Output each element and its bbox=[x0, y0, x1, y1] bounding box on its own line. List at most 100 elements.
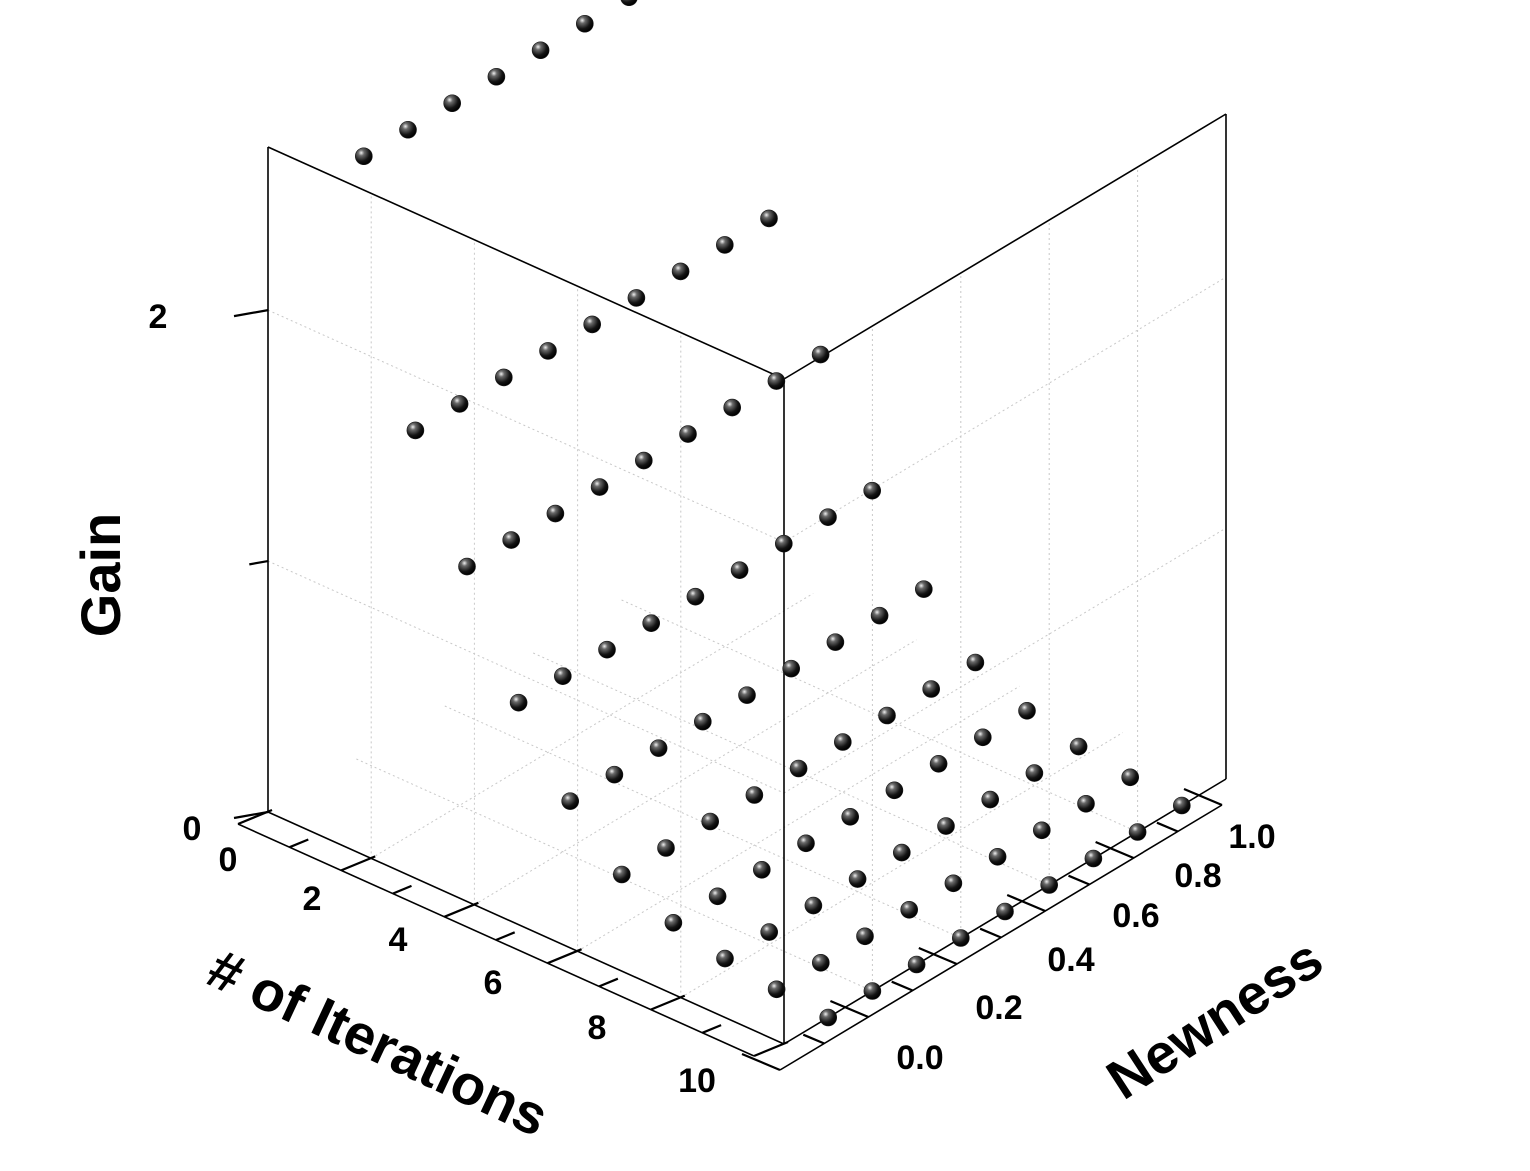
data-point bbox=[575, 14, 594, 33]
top-left-edge bbox=[267, 146, 785, 380]
data-point bbox=[1033, 821, 1051, 840]
z-axis-title: Gain bbox=[69, 513, 132, 637]
z-tick-label: 2 bbox=[149, 298, 168, 336]
data-point bbox=[664, 914, 683, 932]
data-point bbox=[561, 792, 580, 810]
y-tick-label: 0.2 bbox=[975, 989, 1022, 1027]
floor-grid-line bbox=[370, 592, 814, 859]
axis-ticks bbox=[233, 309, 1223, 1072]
top-right-edge bbox=[783, 113, 1227, 380]
floor-grid-line bbox=[474, 639, 917, 906]
floor-grid-line bbox=[621, 599, 1138, 833]
x-tick-label: 8 bbox=[588, 1009, 607, 1047]
data-point bbox=[634, 451, 653, 470]
data-point bbox=[1025, 764, 1044, 782]
x-tick bbox=[495, 931, 516, 942]
data-point bbox=[863, 982, 882, 1000]
data-point bbox=[900, 900, 919, 919]
data-point bbox=[627, 289, 646, 307]
data-point bbox=[819, 1008, 838, 1027]
x-tick-label: 6 bbox=[484, 964, 503, 1002]
y-axis-title: Newness bbox=[1095, 926, 1333, 1111]
data-point bbox=[966, 653, 985, 672]
y-tick bbox=[1006, 893, 1046, 913]
data-point bbox=[1173, 796, 1191, 815]
x-tick bbox=[547, 948, 583, 965]
floor-grid-line bbox=[680, 732, 1124, 999]
z-tick bbox=[233, 810, 269, 820]
y-tick-labels: 0.0 0.2 0.4 0.6 0.8 1.0 bbox=[896, 818, 1275, 1077]
data-point bbox=[590, 478, 609, 496]
data-point bbox=[738, 686, 756, 704]
x-tick bbox=[701, 1024, 722, 1034]
x-tick bbox=[443, 901, 479, 918]
x-tick-label: 10 bbox=[678, 1062, 716, 1100]
floor-grid-line bbox=[577, 685, 1020, 952]
data-point bbox=[922, 680, 941, 698]
y-tick bbox=[1183, 787, 1223, 807]
data-point bbox=[767, 980, 786, 999]
x-tick bbox=[340, 855, 376, 872]
y-tick bbox=[1095, 840, 1135, 860]
data-point bbox=[1128, 823, 1147, 841]
data-point bbox=[789, 759, 808, 778]
x-tick bbox=[650, 994, 686, 1011]
data-point bbox=[598, 640, 616, 659]
data-point bbox=[509, 693, 528, 712]
floor-grid-line bbox=[532, 652, 1050, 886]
x-tick bbox=[598, 977, 619, 988]
data-point bbox=[553, 667, 572, 685]
data-point bbox=[996, 902, 1014, 921]
data-point bbox=[760, 209, 778, 228]
data-point bbox=[502, 531, 521, 549]
data-point bbox=[797, 834, 815, 853]
data-point bbox=[701, 812, 720, 831]
data-point bbox=[752, 861, 771, 879]
data-point bbox=[657, 839, 675, 857]
y-tick-label: 0.4 bbox=[1047, 941, 1094, 979]
data-point bbox=[1121, 768, 1139, 787]
z-tick bbox=[233, 309, 269, 318]
data-point bbox=[981, 790, 1000, 809]
y-tick-label: 1.0 bbox=[1228, 818, 1275, 856]
y-tick-label: 0.8 bbox=[1174, 857, 1221, 895]
data-point bbox=[1077, 794, 1095, 813]
y-tick bbox=[1068, 874, 1090, 886]
data-point bbox=[833, 733, 852, 751]
grid-lines bbox=[267, 167, 1227, 999]
data-point bbox=[612, 865, 631, 884]
data-point bbox=[988, 847, 1007, 866]
wall-grid-line bbox=[267, 560, 785, 794]
data-point bbox=[782, 659, 801, 678]
z-tick-label: 0 bbox=[183, 810, 202, 848]
data-point bbox=[1040, 876, 1058, 894]
data-point bbox=[774, 534, 793, 553]
data-point bbox=[399, 120, 417, 139]
data-point bbox=[760, 923, 779, 941]
data-point bbox=[856, 927, 874, 946]
wall-grid-line bbox=[783, 527, 1227, 794]
y-tick bbox=[891, 980, 914, 992]
data-point bbox=[531, 41, 550, 60]
data-point bbox=[937, 817, 955, 835]
data-point bbox=[745, 786, 764, 804]
data-point bbox=[811, 953, 830, 972]
data-point bbox=[693, 712, 712, 731]
y-tick bbox=[979, 927, 1002, 939]
data-point bbox=[951, 929, 970, 947]
data-point bbox=[546, 504, 565, 523]
data-point bbox=[671, 262, 690, 281]
data-point bbox=[1069, 737, 1088, 756]
data-point bbox=[605, 765, 624, 784]
y-tick-label: 0.0 bbox=[896, 1039, 943, 1077]
data-point bbox=[863, 481, 882, 500]
y-tick-label: 0.6 bbox=[1112, 897, 1159, 935]
data-point bbox=[583, 315, 602, 334]
z-tick-labels: 0 2 bbox=[149, 298, 202, 848]
data-point bbox=[878, 706, 896, 725]
data-point bbox=[620, 0, 638, 7]
axes-frame bbox=[237, 113, 1227, 1071]
y-tick bbox=[741, 1052, 781, 1072]
x-tick-label: 4 bbox=[389, 921, 408, 959]
